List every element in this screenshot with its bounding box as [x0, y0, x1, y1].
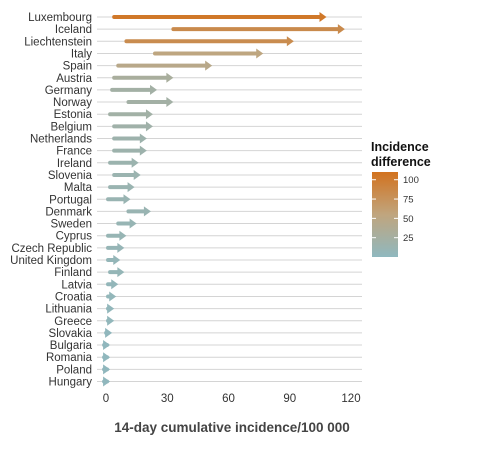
- arrow-head: [143, 206, 151, 217]
- country-label: Denmark: [45, 206, 92, 218]
- country-label: Finland: [54, 267, 92, 279]
- x-tick-label: 60: [222, 393, 235, 405]
- legend-title-line1: Incidence: [371, 140, 429, 154]
- arrow-head: [139, 133, 147, 144]
- arrow-head: [111, 279, 119, 290]
- country-label: Slovenia: [48, 170, 93, 182]
- legend-color-bar: [372, 172, 398, 257]
- country-label: Portugal: [49, 194, 92, 206]
- country-label: Croatia: [55, 291, 93, 303]
- arrow-head: [166, 97, 174, 108]
- x-tick-label: 120: [341, 393, 360, 405]
- legend: Incidence difference 25 50 75 100: [371, 140, 431, 257]
- arrow-head: [103, 352, 111, 363]
- legend-tick-label: 50: [403, 214, 414, 225]
- country-label: Malta: [64, 182, 93, 194]
- country-label: Norway: [53, 97, 92, 109]
- arrow-head: [113, 255, 121, 265]
- arrow-head: [117, 242, 125, 253]
- arrow-head: [107, 303, 115, 314]
- country-label: Latvia: [61, 279, 92, 291]
- arrow-head: [129, 218, 137, 229]
- arrow-head: [139, 145, 147, 156]
- country-label: France: [56, 146, 92, 158]
- x-tick-label: 0: [103, 393, 109, 405]
- country-label: Spain: [63, 61, 92, 73]
- arrows: [102, 12, 345, 387]
- country-label: Czech Republic: [11, 243, 92, 255]
- country-label: Belgium: [50, 121, 92, 133]
- arrow-head: [150, 84, 158, 95]
- country-label: Romania: [46, 352, 93, 364]
- country-label: Ireland: [57, 158, 92, 170]
- country-label: Slovakia: [49, 328, 93, 340]
- country-label: Germany: [45, 85, 93, 97]
- arrow-head: [286, 36, 294, 47]
- arrow-head: [123, 194, 131, 205]
- country-label: Estonia: [54, 109, 93, 121]
- arrow-head: [103, 376, 111, 387]
- arrow-head: [319, 12, 327, 22]
- country-label: Poland: [56, 364, 92, 376]
- country-label: Austria: [56, 73, 92, 85]
- x-axis-ticks: 0 30 60 90 120: [103, 393, 361, 405]
- legend-tick-label: 100: [403, 175, 419, 186]
- arrow-head: [119, 230, 127, 241]
- legend-title-line2: difference: [371, 155, 431, 169]
- x-axis-title: 14-day cumulative incidence/100 000: [114, 420, 350, 435]
- country-label: Iceland: [55, 24, 92, 36]
- gridlines: [97, 16, 362, 382]
- arrow-head: [103, 340, 111, 351]
- country-label: Greece: [54, 316, 92, 328]
- arrow-head: [131, 157, 139, 168]
- country-label: Lithuania: [45, 304, 92, 316]
- arrow-head: [166, 72, 174, 83]
- legend-tick-label: 25: [403, 233, 414, 244]
- country-label: Italy: [71, 48, 92, 60]
- arrow-head: [117, 267, 125, 278]
- country-label: Luxembourg: [28, 12, 92, 24]
- arrow-head: [337, 24, 345, 35]
- arrow-head: [205, 60, 213, 71]
- legend-tick-label: 75: [403, 195, 414, 206]
- country-label: Bulgaria: [50, 340, 93, 352]
- arrow-head: [145, 121, 153, 132]
- arrow-head: [133, 169, 141, 180]
- arrow-head: [256, 48, 264, 59]
- country-label: Hungary: [49, 377, 93, 389]
- country-label: United Kingdom: [10, 255, 92, 267]
- x-tick-label: 30: [161, 393, 174, 405]
- arrow-head: [127, 182, 135, 193]
- country-label: Netherlands: [30, 134, 92, 146]
- country-labels: LuxembourgIcelandLiechtensteinItalySpain…: [10, 12, 92, 389]
- arrow-head: [109, 291, 117, 302]
- country-label: Cyprus: [56, 231, 93, 243]
- country-label: Liechtenstein: [24, 36, 92, 48]
- x-tick-label: 90: [283, 393, 296, 405]
- arrow-head: [107, 315, 115, 326]
- arrow-head: [103, 364, 111, 375]
- arrow-head: [145, 109, 153, 120]
- legend-ticks: 25 50 75 100: [372, 175, 419, 244]
- arrow-head: [105, 327, 113, 338]
- country-label: Sweden: [50, 219, 92, 231]
